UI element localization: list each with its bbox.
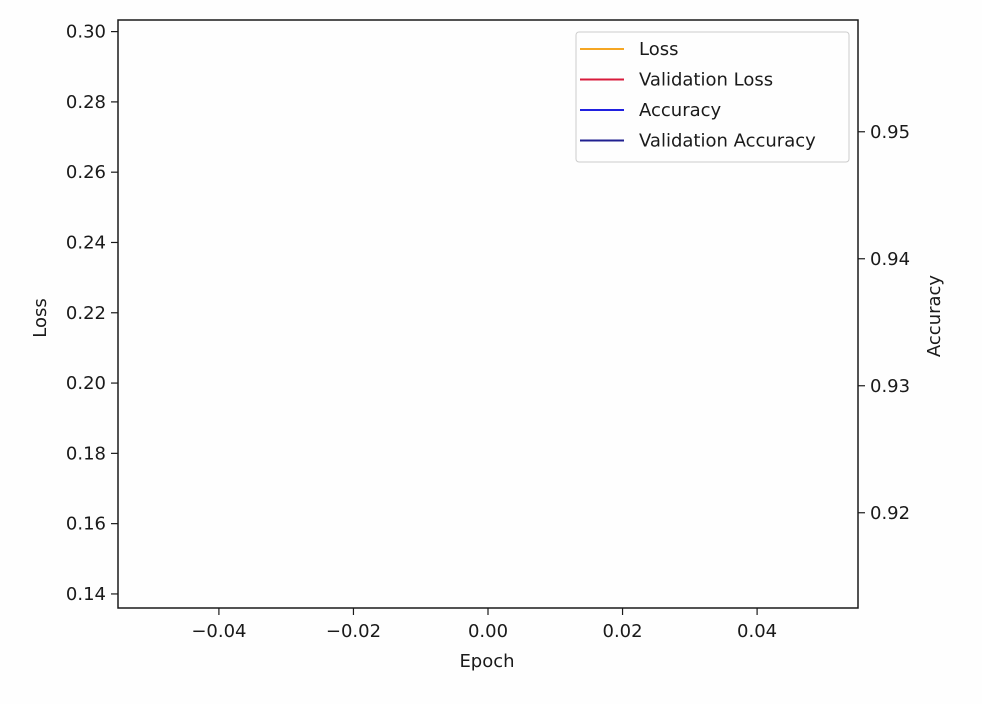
y-tick-label: 0.14	[66, 584, 106, 605]
y-tick-label: 0.22	[66, 303, 106, 324]
y-axis-label: Loss	[30, 298, 51, 337]
x-tick-label: −0.02	[326, 621, 381, 642]
x-tick-label: 0.02	[603, 621, 643, 642]
legend-label: Validation Loss	[639, 70, 773, 91]
y2-tick-label: 0.94	[870, 249, 910, 270]
y-tick-label: 0.28	[66, 92, 106, 113]
x-tick-label: 0.04	[737, 621, 777, 642]
y-tick-label: 0.16	[66, 514, 106, 535]
legend-label: Accuracy	[639, 100, 722, 121]
legend-label: Validation Accuracy	[639, 131, 816, 152]
legend-label: Loss	[639, 39, 678, 60]
x-tick-label: 0.00	[468, 621, 508, 642]
legend-box	[575, 31, 850, 163]
y-tick-label: 0.26	[66, 162, 106, 183]
x-axis-ticks: −0.04 −0.02 0.00 0.02 0.04	[191, 608, 777, 642]
y2-axis-label: Accuracy	[924, 275, 945, 358]
legend: Loss Validation Loss Accuracy Validation Ac…	[575, 31, 850, 163]
y-tick-label: 0.30	[66, 22, 106, 43]
x-axis-label: Epoch	[459, 651, 514, 672]
y-tick-label: 0.24	[66, 232, 106, 253]
y2-tick-label: 0.93	[870, 376, 910, 397]
y-tick-label: 0.20	[66, 373, 106, 394]
y2-axis-ticks: 0.92 0.93 0.94 0.95	[858, 122, 910, 524]
y2-tick-label: 0.95	[870, 122, 910, 143]
y-axis-ticks: 0.14 0.16 0.18 0.20 0.22 0.24 0.26 0.28 0.30	[66, 22, 118, 605]
y2-tick-label: 0.92	[870, 503, 910, 524]
x-tick-label: −0.04	[191, 621, 246, 642]
y-tick-label: 0.18	[66, 443, 106, 464]
